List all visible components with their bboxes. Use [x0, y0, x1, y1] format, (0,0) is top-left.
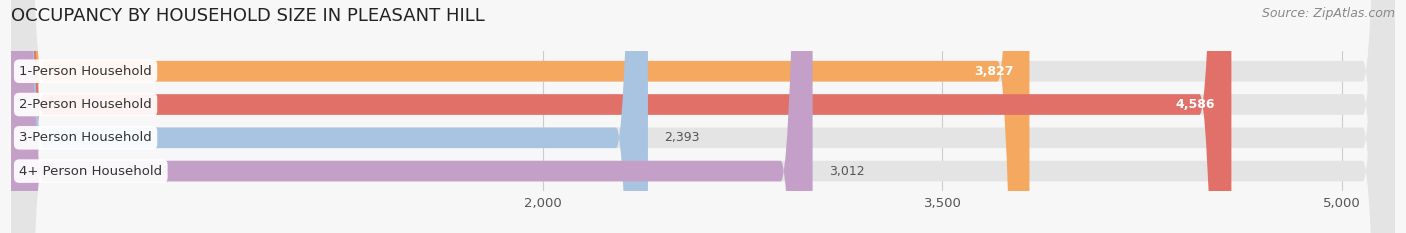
- FancyBboxPatch shape: [11, 0, 1232, 233]
- Text: OCCUPANCY BY HOUSEHOLD SIZE IN PLEASANT HILL: OCCUPANCY BY HOUSEHOLD SIZE IN PLEASANT …: [11, 7, 485, 25]
- Text: 3-Person Household: 3-Person Household: [20, 131, 152, 144]
- Text: 2-Person Household: 2-Person Household: [20, 98, 152, 111]
- FancyBboxPatch shape: [11, 0, 813, 233]
- Text: 2,393: 2,393: [664, 131, 699, 144]
- FancyBboxPatch shape: [11, 0, 1395, 233]
- Text: Source: ZipAtlas.com: Source: ZipAtlas.com: [1261, 7, 1395, 20]
- FancyBboxPatch shape: [11, 0, 1395, 233]
- FancyBboxPatch shape: [11, 0, 1395, 233]
- Text: 4+ Person Household: 4+ Person Household: [20, 164, 162, 178]
- FancyBboxPatch shape: [11, 0, 648, 233]
- FancyBboxPatch shape: [11, 0, 1029, 233]
- Text: 3,012: 3,012: [828, 164, 865, 178]
- Text: 1-Person Household: 1-Person Household: [20, 65, 152, 78]
- Text: 4,586: 4,586: [1175, 98, 1215, 111]
- Text: 3,827: 3,827: [974, 65, 1014, 78]
- FancyBboxPatch shape: [11, 0, 1395, 233]
